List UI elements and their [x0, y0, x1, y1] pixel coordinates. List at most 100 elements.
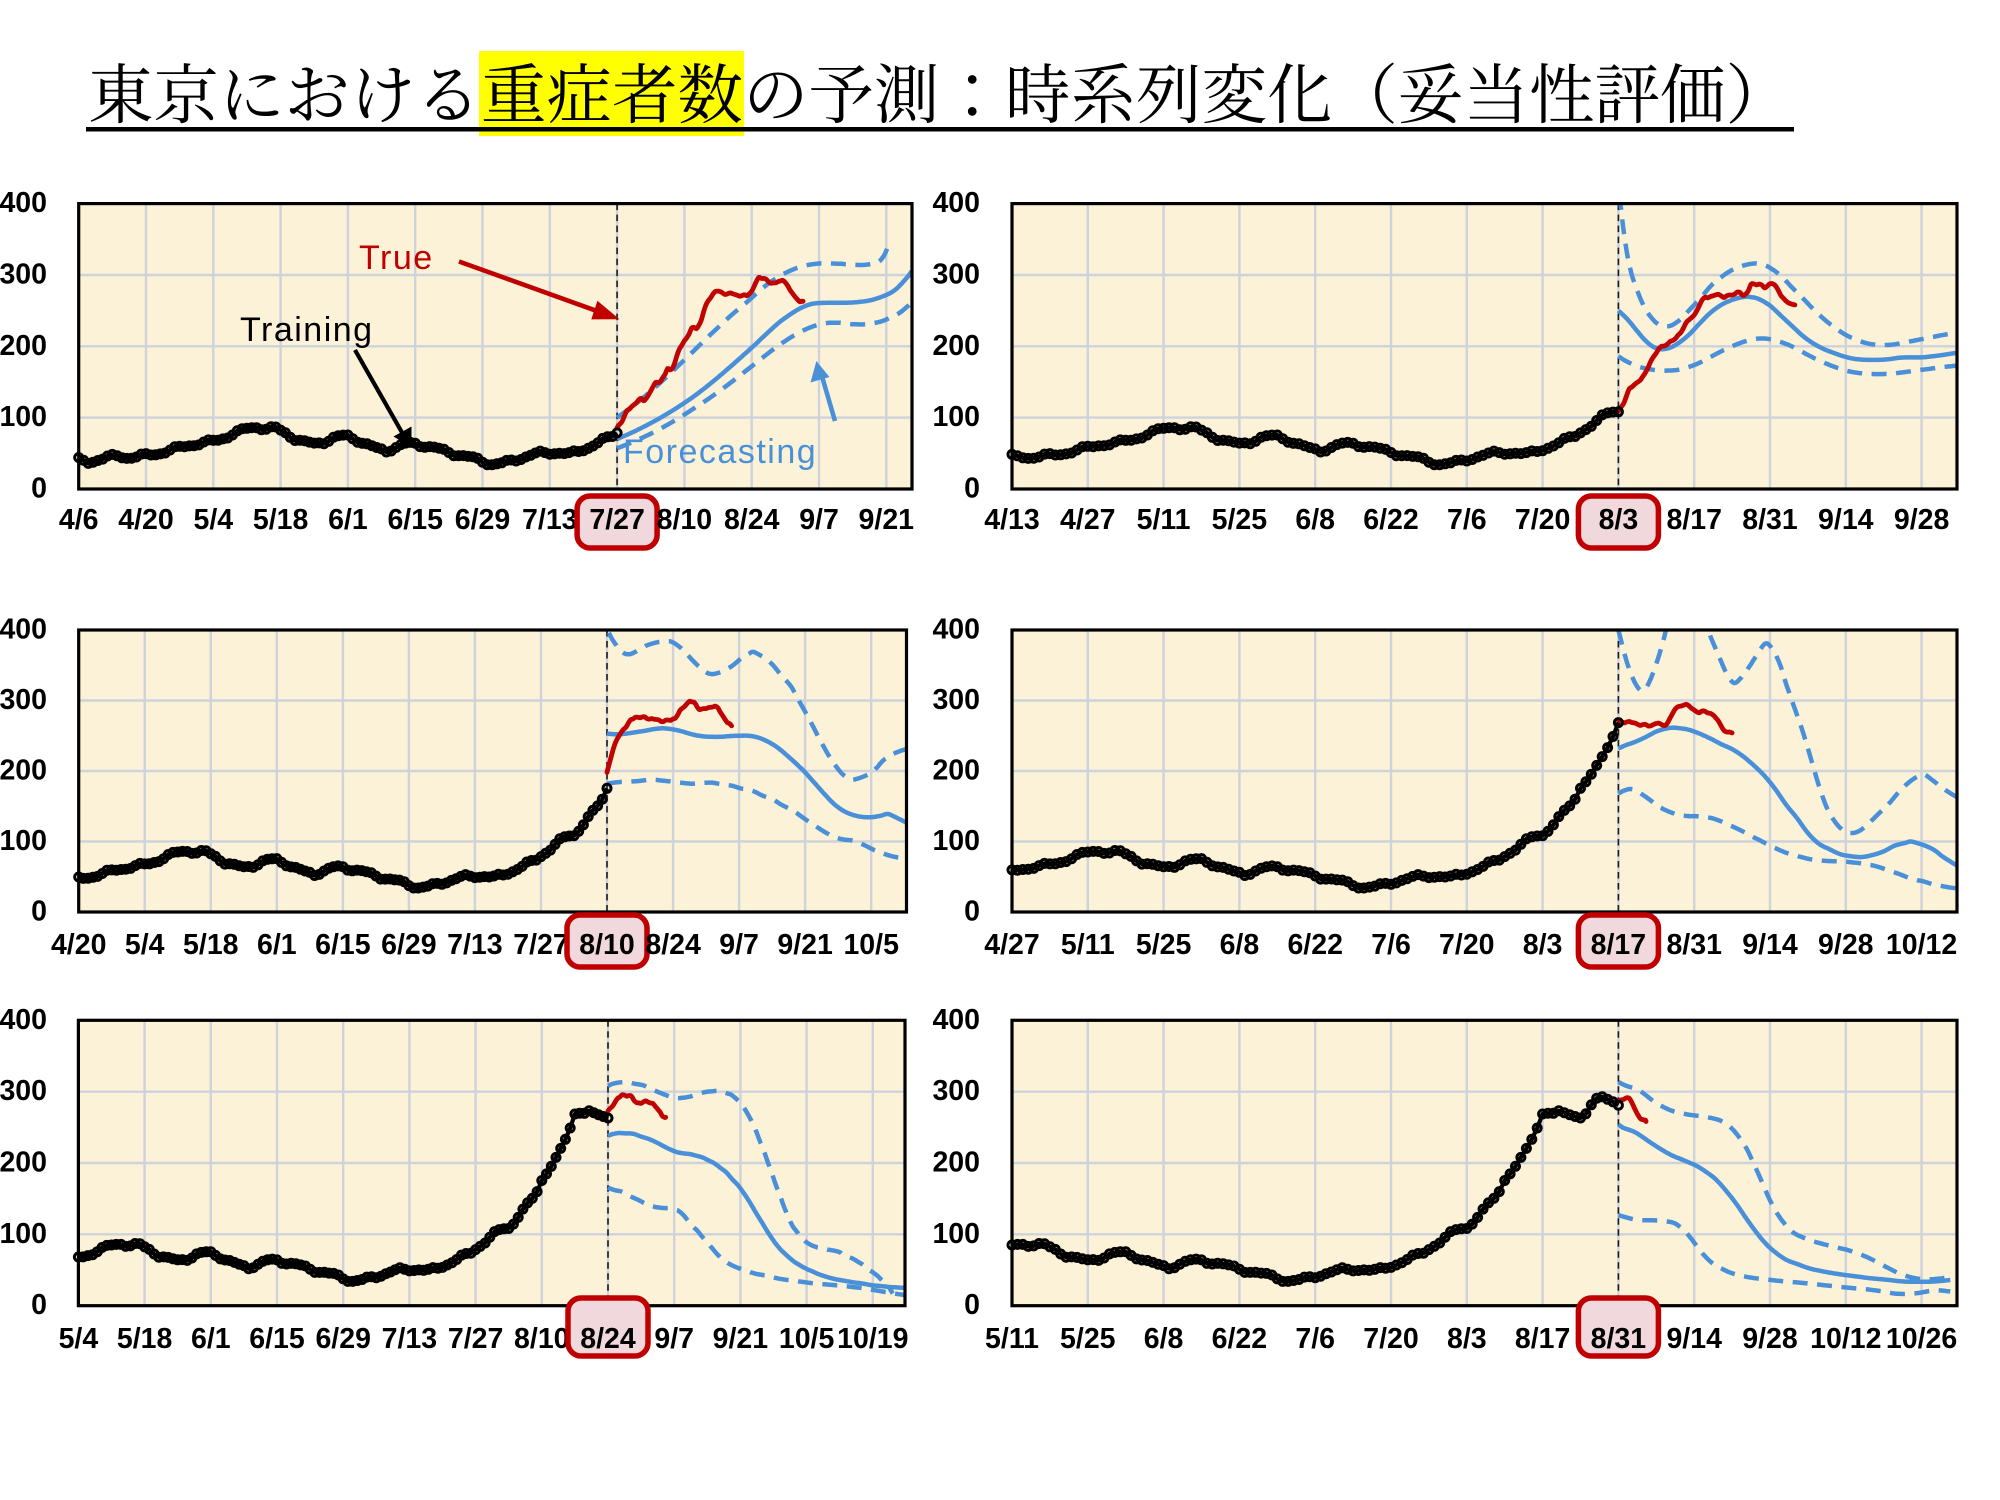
- svg-text:5/18: 5/18: [253, 504, 308, 536]
- svg-text:5/4: 5/4: [125, 929, 165, 961]
- svg-text:8/24: 8/24: [580, 1323, 636, 1355]
- svg-text:6/22: 6/22: [1363, 504, 1418, 536]
- svg-text:7/13: 7/13: [382, 1323, 437, 1355]
- svg-text:7/6: 7/6: [1295, 1323, 1335, 1355]
- svg-text:9/21: 9/21: [777, 929, 833, 961]
- svg-text:6/1: 6/1: [191, 1323, 231, 1355]
- svg-text:10/19: 10/19: [837, 1323, 908, 1355]
- svg-text:8/10: 8/10: [514, 1323, 569, 1355]
- svg-text:9/14: 9/14: [1666, 1323, 1722, 1355]
- svg-text:8/3: 8/3: [1599, 504, 1639, 536]
- svg-text:0: 0: [31, 1289, 47, 1321]
- svg-text:9/7: 9/7: [719, 929, 759, 961]
- svg-text:7/27: 7/27: [513, 929, 568, 961]
- svg-text:6/8: 6/8: [1220, 929, 1260, 961]
- svg-text:5/4: 5/4: [193, 504, 233, 536]
- svg-text:4/13: 4/13: [984, 504, 1039, 536]
- svg-text:0: 0: [964, 1289, 980, 1321]
- svg-text:5/25: 5/25: [1060, 1323, 1116, 1355]
- svg-text:10/12: 10/12: [1810, 1323, 1881, 1355]
- svg-text:6/15: 6/15: [249, 1323, 305, 1355]
- svg-text:4/6: 4/6: [59, 504, 99, 536]
- svg-text:Training: Training: [240, 311, 374, 349]
- svg-text:6/15: 6/15: [315, 929, 371, 961]
- svg-text:10/5: 10/5: [843, 929, 899, 961]
- svg-text:9/28: 9/28: [1894, 504, 1949, 536]
- svg-text:5/11: 5/11: [1061, 929, 1115, 961]
- svg-text:4/20: 4/20: [118, 504, 173, 536]
- svg-text:5/4: 5/4: [59, 1323, 99, 1355]
- svg-text:400: 400: [0, 1004, 47, 1036]
- svg-text:8/31: 8/31: [1591, 1323, 1647, 1355]
- svg-text:7/20: 7/20: [1439, 929, 1494, 961]
- svg-text:300: 300: [932, 259, 980, 291]
- svg-text:6/8: 6/8: [1295, 504, 1335, 536]
- svg-text:9/21: 9/21: [713, 1323, 769, 1355]
- svg-text:Forecasting: Forecasting: [623, 433, 817, 471]
- svg-text:400: 400: [0, 614, 47, 646]
- svg-text:5/11: 5/11: [1137, 504, 1191, 536]
- svg-text:100: 100: [0, 401, 47, 433]
- svg-text:7/6: 7/6: [1447, 504, 1487, 536]
- svg-text:9/14: 9/14: [1818, 504, 1874, 536]
- svg-text:200: 200: [0, 330, 47, 362]
- svg-text:4/27: 4/27: [1060, 504, 1115, 536]
- svg-text:300: 300: [0, 1075, 47, 1107]
- svg-text:6/22: 6/22: [1287, 929, 1342, 961]
- svg-text:8/24: 8/24: [645, 929, 701, 961]
- svg-text:10/5: 10/5: [779, 1323, 835, 1355]
- svg-text:9/7: 9/7: [799, 504, 839, 536]
- svg-text:8/10: 8/10: [657, 504, 712, 536]
- svg-text:8/17: 8/17: [1591, 929, 1646, 961]
- svg-text:6/29: 6/29: [315, 1323, 370, 1355]
- svg-text:7/27: 7/27: [589, 504, 644, 536]
- svg-text:0: 0: [964, 896, 980, 928]
- svg-text:6/8: 6/8: [1144, 1323, 1184, 1355]
- svg-text:400: 400: [0, 187, 47, 219]
- svg-text:100: 100: [932, 401, 980, 433]
- svg-text:0: 0: [964, 473, 980, 505]
- svg-text:6/1: 6/1: [328, 504, 368, 536]
- svg-text:300: 300: [0, 259, 47, 291]
- svg-text:6/15: 6/15: [387, 504, 443, 536]
- svg-text:9/28: 9/28: [1818, 929, 1873, 961]
- svg-text:8/31: 8/31: [1666, 929, 1722, 961]
- svg-text:100: 100: [932, 825, 980, 857]
- svg-text:400: 400: [932, 614, 980, 646]
- svg-text:7/13: 7/13: [522, 504, 577, 536]
- svg-text:10/26: 10/26: [1886, 1323, 1957, 1355]
- svg-text:9/21: 9/21: [859, 504, 915, 536]
- svg-text:100: 100: [0, 825, 47, 857]
- svg-text:8/24: 8/24: [724, 504, 780, 536]
- svg-text:0: 0: [31, 473, 47, 505]
- svg-text:100: 100: [0, 1218, 47, 1250]
- svg-text:8/3: 8/3: [1447, 1323, 1487, 1355]
- svg-text:0: 0: [31, 896, 47, 928]
- svg-text:7/20: 7/20: [1515, 504, 1570, 536]
- svg-text:9/7: 9/7: [654, 1323, 694, 1355]
- svg-text:400: 400: [932, 187, 980, 219]
- svg-text:300: 300: [932, 1075, 980, 1107]
- svg-text:4/27: 4/27: [984, 929, 1039, 961]
- svg-text:6/29: 6/29: [381, 929, 436, 961]
- svg-text:8/31: 8/31: [1742, 504, 1798, 536]
- svg-text:200: 200: [0, 755, 47, 787]
- svg-text:100: 100: [932, 1218, 980, 1250]
- svg-text:300: 300: [0, 684, 47, 716]
- svg-text:200: 200: [932, 1147, 980, 1179]
- svg-text:200: 200: [932, 755, 980, 787]
- svg-text:7/27: 7/27: [448, 1323, 503, 1355]
- svg-text:7/13: 7/13: [447, 929, 502, 961]
- svg-text:6/1: 6/1: [257, 929, 297, 961]
- svg-text:6/22: 6/22: [1212, 1323, 1267, 1355]
- svg-text:400: 400: [932, 1004, 980, 1036]
- svg-text:9/28: 9/28: [1742, 1323, 1797, 1355]
- svg-text:8/17: 8/17: [1666, 504, 1721, 536]
- svg-text:5/11: 5/11: [985, 1323, 1039, 1355]
- svg-text:4/20: 4/20: [51, 929, 106, 961]
- svg-text:True: True: [359, 239, 434, 277]
- svg-text:8/3: 8/3: [1523, 929, 1563, 961]
- svg-text:200: 200: [0, 1147, 47, 1179]
- svg-text:5/18: 5/18: [117, 1323, 172, 1355]
- svg-text:5/25: 5/25: [1136, 929, 1192, 961]
